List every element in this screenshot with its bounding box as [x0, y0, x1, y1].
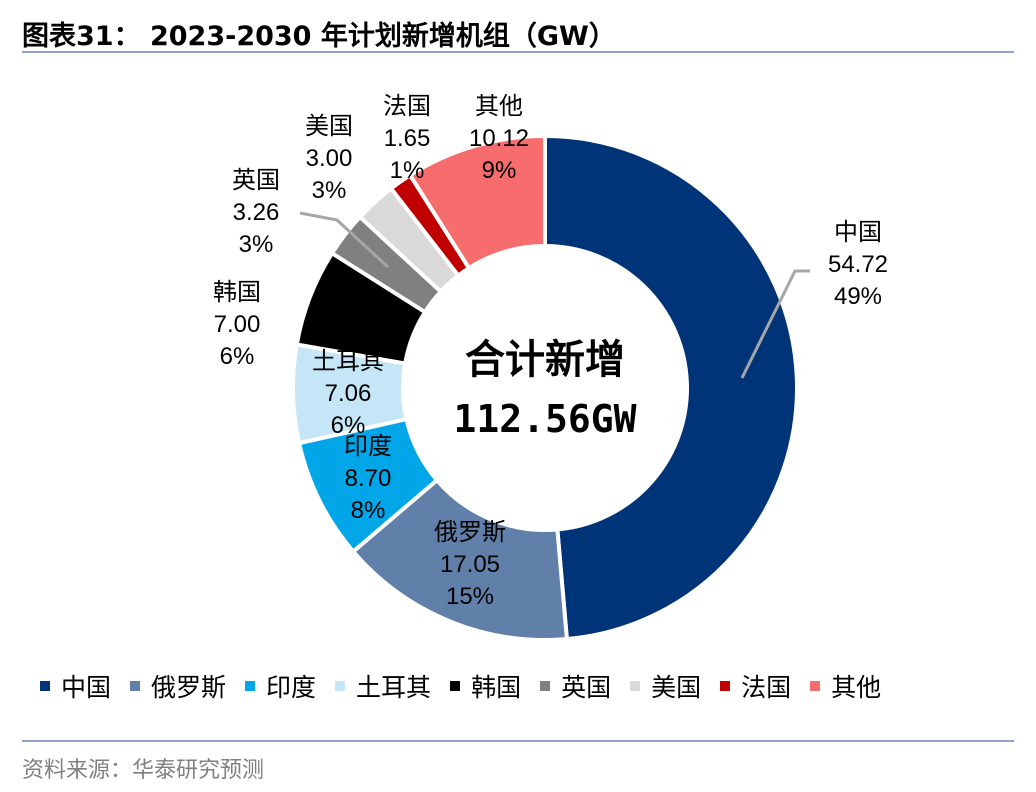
slice-label-value: 3.00: [306, 145, 353, 172]
chart-title: 图表31： 2023-2030 年计划新增机组（GW）: [22, 21, 616, 52]
slice-label-percent: 15%: [446, 583, 494, 610]
legend-label: 法国: [741, 673, 792, 702]
legend-item: 中国: [40, 668, 111, 704]
legend-label: 英国: [561, 673, 612, 702]
slice-label-name: 韩国: [213, 278, 261, 306]
slice-0: [543, 133, 799, 642]
legend-swatch: [40, 681, 50, 691]
slice-label-value: 8.70: [345, 465, 392, 492]
slice-label-name: 俄罗斯: [434, 518, 506, 546]
legend-swatch: [450, 681, 461, 691]
center-total: 112.56GW: [453, 397, 636, 441]
legend-label: 土耳其: [356, 673, 432, 702]
slice-label-percent: 1%: [390, 157, 425, 184]
slice-label-value: 54.72: [828, 251, 888, 278]
legend: 中国 俄罗斯 印度 土耳其 韩国 英国 美国 法国 其他: [40, 666, 1000, 706]
slice-label-name: 中国: [834, 218, 882, 246]
slice-label-percent: 49%: [834, 283, 882, 310]
legend-item: 法国: [720, 668, 791, 704]
center-label: 合计新增: [465, 337, 625, 383]
slice-label-name: 美国: [305, 112, 353, 140]
legend-swatch: [540, 681, 551, 691]
legend-label: 俄罗斯: [151, 673, 227, 702]
legend-label: 其他: [831, 673, 882, 702]
slice-label-name: 印度: [344, 432, 392, 460]
legend-swatch: [130, 681, 141, 691]
slice-label-value: 7.00: [214, 311, 261, 338]
slice-label-percent: 6%: [220, 343, 255, 370]
legend-item: 其他: [810, 668, 881, 704]
legend-item: 土耳其: [335, 668, 431, 704]
legend-item: 韩国: [450, 668, 521, 704]
legend-label: 中国: [61, 673, 112, 702]
slice-label-percent: 8%: [351, 497, 386, 524]
title-divider: [22, 51, 1014, 53]
slice-label-percent: 3%: [239, 231, 274, 258]
source-note: 资料来源：华泰研究预测: [22, 758, 265, 783]
legend-item: 英国: [540, 668, 611, 704]
slice-label-value: 7.06: [325, 380, 372, 407]
legend-label: 印度: [266, 673, 317, 702]
slice-label-value: 10.12: [469, 125, 529, 152]
slice-label-name: 其他: [475, 92, 523, 120]
slice-label-value: 1.65: [384, 125, 431, 152]
slice-label-value: 17.05: [440, 551, 500, 578]
slice-label-name: 土耳其: [312, 347, 384, 375]
slice-label-name: 法国: [383, 92, 431, 120]
leader-line: [740, 269, 810, 379]
leader-line: [299, 211, 390, 269]
legend-item: 美国: [630, 668, 701, 704]
legend-label: 美国: [651, 673, 702, 702]
slice-label-name: 英国: [232, 166, 280, 194]
donut-chart: 中国 54.72 49% 俄罗斯 17.05 15% 印度 8.70 8% 土耳其 7.06 6% 韩国…: [213, 92, 888, 642]
slice-1: [350, 477, 570, 642]
slice-label-value: 3.26: [233, 199, 280, 226]
legend-swatch: [630, 681, 641, 691]
legend-swatch: [720, 681, 731, 691]
legend-swatch: [335, 681, 346, 691]
legend-label: 韩国: [471, 673, 522, 702]
legend-item: 俄罗斯: [130, 668, 226, 704]
legend-swatch: [245, 681, 256, 691]
legend-item: 印度: [245, 668, 316, 704]
slice-label-percent: 3%: [312, 177, 347, 204]
source-divider: [22, 740, 1014, 742]
slice-label-percent: 6%: [331, 412, 366, 439]
slice-label-percent: 9%: [482, 157, 517, 184]
slice-8: [407, 133, 547, 271]
legend-swatch: [810, 681, 821, 691]
